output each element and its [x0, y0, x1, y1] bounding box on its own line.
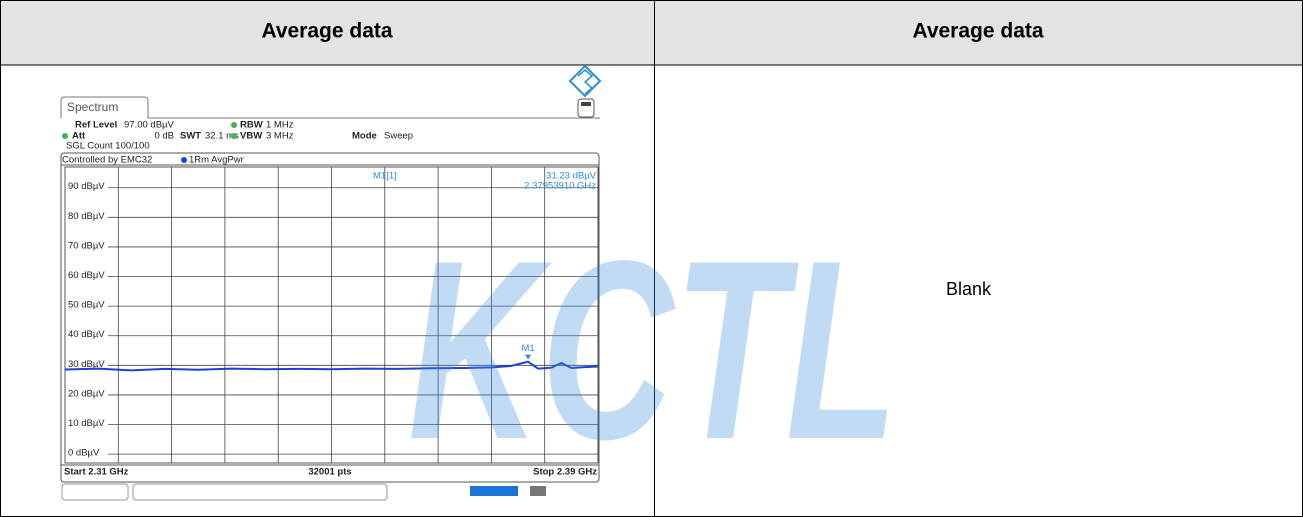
status-box — [61, 483, 129, 501]
value: Sweep — [384, 131, 413, 142]
y-tick-label: 30 dBµV — [68, 359, 105, 370]
label: 1Rm AvgPwr — [189, 155, 244, 166]
status-icon — [530, 486, 546, 496]
watermark: KCTL — [408, 208, 898, 493]
y-tick-label: 60 dBµV — [68, 270, 105, 281]
tab — [60, 96, 600, 119]
value: 97.00 dBµV — [124, 120, 175, 131]
y-tick-label: 80 dBµV — [68, 211, 105, 222]
header-cell: Average data — [261, 20, 392, 43]
y-tick-label: 50 dBµV — [68, 300, 105, 311]
value: 3 MHz — [266, 131, 294, 142]
trace — [64, 360, 599, 372]
label: SWT — [180, 131, 201, 142]
rs-logo — [568, 64, 602, 98]
start-label: Start 2.31 GHz — [64, 467, 129, 478]
stop-label: Stop 2.39 GHz — [533, 467, 597, 478]
status-box — [132, 483, 388, 501]
points-label: 32001 pts — [308, 467, 351, 478]
dot — [62, 133, 68, 139]
readout-label: M1[1] — [373, 171, 397, 182]
readout-value: 31.23 dBµV — [546, 171, 597, 182]
dot — [181, 157, 187, 163]
icon — [577, 98, 595, 118]
y-tick-label: 10 dBµV — [68, 418, 105, 429]
marker — [525, 354, 532, 360]
y-tick-label: 40 dBµV — [68, 329, 105, 340]
label: Mode — [352, 131, 377, 142]
y-tick-label: 90 dBµV — [68, 181, 105, 192]
header-cell: Average data — [912, 20, 1043, 43]
dot — [231, 133, 237, 139]
frame — [60, 152, 600, 483]
y-tick-label: 0 dBµV — [68, 448, 100, 459]
tab-label: Spectrum — [67, 100, 118, 114]
label: RBW — [240, 120, 263, 131]
progress — [470, 486, 518, 496]
icon-part — [581, 102, 591, 106]
y-tick-label: 20 dBµV — [68, 388, 105, 399]
label: Ref Level — [75, 120, 117, 131]
label: Controlled by EMC32 — [62, 155, 152, 166]
dot — [231, 122, 237, 128]
value: 0 dB — [154, 131, 174, 142]
value: 32.1 ms — [205, 131, 239, 142]
value: 1 MHz — [266, 120, 294, 131]
label: Att — [72, 131, 86, 142]
y-tick-label: 70 dBµV — [68, 240, 105, 251]
label: VBW — [240, 131, 262, 142]
header-row — [1, 1, 1302, 65]
cell-text: Blank — [946, 279, 992, 299]
marker-label: M1 — [521, 343, 534, 354]
readout-freq: 2.37953910 GHz — [524, 181, 596, 192]
label: SGL Count 100/100 — [66, 141, 150, 152]
